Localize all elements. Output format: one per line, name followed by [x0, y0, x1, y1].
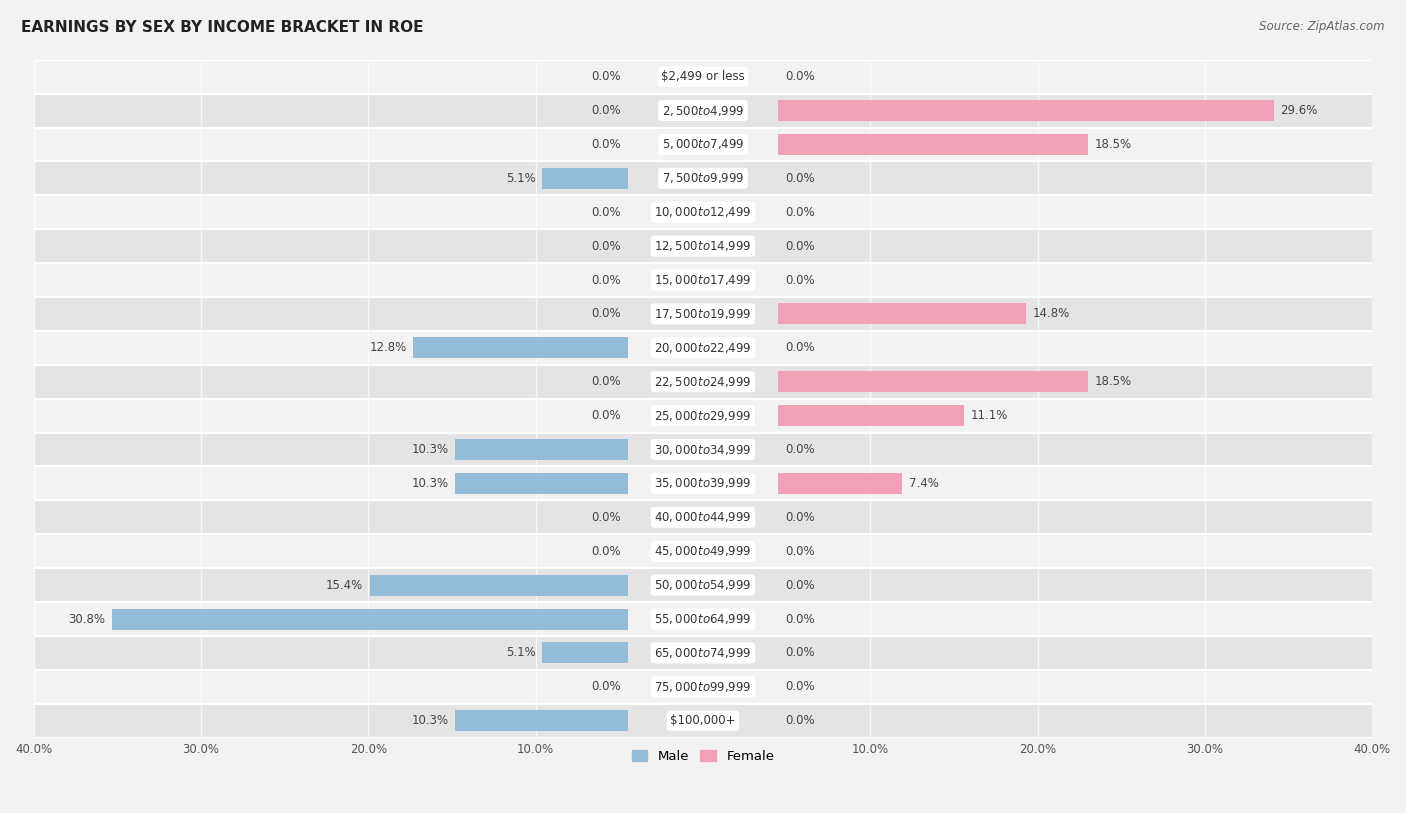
Text: EARNINGS BY SEX BY INCOME BRACKET IN ROE: EARNINGS BY SEX BY INCOME BRACKET IN ROE [21, 20, 423, 35]
Text: $30,000 to $34,999: $30,000 to $34,999 [654, 442, 752, 457]
Text: 0.0%: 0.0% [785, 273, 814, 286]
Text: 0.0%: 0.0% [785, 341, 814, 354]
Text: 14.8%: 14.8% [1032, 307, 1070, 320]
Bar [34, 500, 1372, 534]
Bar [34, 636, 1372, 670]
Text: 0.0%: 0.0% [592, 206, 621, 219]
Bar [543, 167, 627, 189]
Bar [34, 670, 1372, 704]
Text: 0.0%: 0.0% [592, 70, 621, 83]
Bar [779, 372, 1088, 392]
Text: 5.1%: 5.1% [506, 646, 536, 659]
Text: $25,000 to $29,999: $25,000 to $29,999 [654, 409, 752, 423]
Text: 0.0%: 0.0% [785, 545, 814, 558]
Text: $20,000 to $22,499: $20,000 to $22,499 [654, 341, 752, 354]
Bar [543, 642, 627, 663]
Bar [370, 575, 627, 596]
Text: 11.1%: 11.1% [970, 409, 1008, 422]
Text: $75,000 to $99,999: $75,000 to $99,999 [654, 680, 752, 693]
Bar [34, 602, 1372, 636]
Bar [34, 162, 1372, 195]
Bar [34, 297, 1372, 331]
Text: 0.0%: 0.0% [785, 714, 814, 727]
Bar [34, 263, 1372, 297]
Bar [779, 473, 903, 494]
Text: $45,000 to $49,999: $45,000 to $49,999 [654, 544, 752, 559]
Bar [34, 365, 1372, 398]
Text: 7.4%: 7.4% [908, 477, 939, 490]
Bar [34, 398, 1372, 433]
Text: 30.8%: 30.8% [69, 612, 105, 625]
Text: 0.0%: 0.0% [592, 680, 621, 693]
Bar [779, 100, 1274, 121]
Text: 0.0%: 0.0% [785, 443, 814, 456]
Bar [456, 473, 627, 494]
Text: 10.3%: 10.3% [412, 477, 449, 490]
Bar [34, 195, 1372, 229]
Text: $5,000 to $7,499: $5,000 to $7,499 [662, 137, 744, 151]
Bar [34, 568, 1372, 602]
Text: Source: ZipAtlas.com: Source: ZipAtlas.com [1260, 20, 1385, 33]
Text: 18.5%: 18.5% [1095, 138, 1132, 151]
Text: $22,500 to $24,999: $22,500 to $24,999 [654, 375, 752, 389]
Text: $35,000 to $39,999: $35,000 to $39,999 [654, 476, 752, 490]
Text: $7,500 to $9,999: $7,500 to $9,999 [662, 172, 744, 185]
Text: 0.0%: 0.0% [785, 511, 814, 524]
Text: 10.3%: 10.3% [412, 443, 449, 456]
Text: 0.0%: 0.0% [592, 511, 621, 524]
Text: 0.0%: 0.0% [592, 307, 621, 320]
Bar [456, 711, 627, 731]
Text: $17,500 to $19,999: $17,500 to $19,999 [654, 307, 752, 321]
Text: 0.0%: 0.0% [785, 206, 814, 219]
Bar [112, 608, 627, 629]
Bar [413, 337, 627, 359]
Text: $10,000 to $12,499: $10,000 to $12,499 [654, 205, 752, 220]
Bar [779, 303, 1026, 324]
Text: 0.0%: 0.0% [592, 273, 621, 286]
Bar [34, 433, 1372, 467]
Text: 15.4%: 15.4% [326, 579, 363, 592]
Text: $100,000+: $100,000+ [671, 714, 735, 727]
Bar [456, 439, 627, 460]
Text: 12.8%: 12.8% [370, 341, 406, 354]
Bar [34, 93, 1372, 128]
Text: 0.0%: 0.0% [785, 172, 814, 185]
Text: $50,000 to $54,999: $50,000 to $54,999 [654, 578, 752, 592]
Bar [34, 59, 1372, 93]
Bar [34, 704, 1372, 737]
Text: 10.3%: 10.3% [412, 714, 449, 727]
Text: $40,000 to $44,999: $40,000 to $44,999 [654, 511, 752, 524]
Bar [34, 467, 1372, 500]
Text: 0.0%: 0.0% [785, 579, 814, 592]
Bar [34, 534, 1372, 568]
Bar [34, 229, 1372, 263]
Text: 0.0%: 0.0% [592, 376, 621, 389]
Text: 0.0%: 0.0% [785, 680, 814, 693]
Text: $2,500 to $4,999: $2,500 to $4,999 [662, 103, 744, 118]
Text: 0.0%: 0.0% [785, 70, 814, 83]
Text: 18.5%: 18.5% [1095, 376, 1132, 389]
Text: 0.0%: 0.0% [785, 612, 814, 625]
Legend: Male, Female: Male, Female [626, 745, 780, 768]
Text: $2,499 or less: $2,499 or less [661, 70, 745, 83]
Text: 0.0%: 0.0% [592, 545, 621, 558]
Bar [779, 134, 1088, 155]
Text: 0.0%: 0.0% [592, 240, 621, 253]
Text: 29.6%: 29.6% [1281, 104, 1317, 117]
Text: $12,500 to $14,999: $12,500 to $14,999 [654, 239, 752, 253]
Text: 5.1%: 5.1% [506, 172, 536, 185]
Text: 0.0%: 0.0% [592, 409, 621, 422]
Text: 0.0%: 0.0% [785, 646, 814, 659]
Text: $15,000 to $17,499: $15,000 to $17,499 [654, 273, 752, 287]
Text: 0.0%: 0.0% [785, 240, 814, 253]
Text: $65,000 to $74,999: $65,000 to $74,999 [654, 646, 752, 660]
Bar [779, 405, 965, 426]
Bar [34, 331, 1372, 365]
Bar [34, 128, 1372, 162]
Text: 0.0%: 0.0% [592, 138, 621, 151]
Text: $55,000 to $64,999: $55,000 to $64,999 [654, 612, 752, 626]
Text: 0.0%: 0.0% [592, 104, 621, 117]
